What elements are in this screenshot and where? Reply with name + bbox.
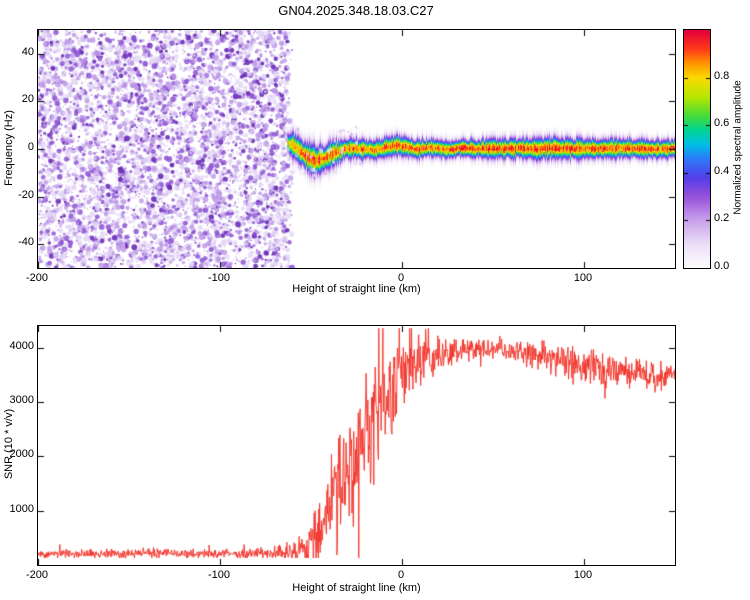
colorbar-label: Normalized spectral amplitude [732,80,744,215]
snr-x-tick-label: -100 [207,569,231,581]
spectrogram-x-tick-label: 100 [573,272,593,284]
spectrogram-y-tick-label: -20 [18,188,34,201]
snr-plot-frame [37,325,676,566]
spectrogram-y-tick-label: 20 [21,93,34,106]
spectrogram-plot-frame [37,29,676,269]
spectrogram-canvas [38,30,675,268]
colorbar-tick-label: 0.2 [714,212,730,225]
colorbar-tick-label: 0.0 [714,260,730,272]
snr-y-tick-label: 3000 [9,394,34,407]
spectrogram-y-tick-label: -40 [18,236,34,249]
spectrogram-x-axis-label: Height of straight line (km) [292,283,421,295]
snr-y-tick-label: 4000 [9,339,34,352]
spectrogram-x-tick-label: -100 [207,272,231,284]
snr-x-tick-label: 100 [573,569,593,581]
snr-x-tick-label: 0 [397,569,405,581]
colorbar-tick-label: 0.8 [714,69,730,82]
spectrogram-y-tick-label: 40 [21,45,34,58]
snr-canvas [38,326,675,565]
spectrogram-x-tick-label: -200 [25,272,49,284]
colorbar-canvas [684,30,710,268]
figure-title: GN04.2025.348.18.03.C27 [278,3,434,18]
snr-y-tick-label: 2000 [9,448,34,461]
colorbar-frame [683,29,711,269]
spectrogram-y-tick-label: 0 [27,141,34,153]
snr-y-tick-label: 1000 [9,502,34,515]
snr-x-tick-label: -200 [25,569,49,581]
spectrogram-x-tick-label: 0 [397,272,405,284]
colorbar-tick-label: 0.4 [714,164,730,177]
snr-x-axis-label: Height of straight line (km) [292,582,421,594]
colorbar-tick-label: 0.6 [714,117,730,130]
